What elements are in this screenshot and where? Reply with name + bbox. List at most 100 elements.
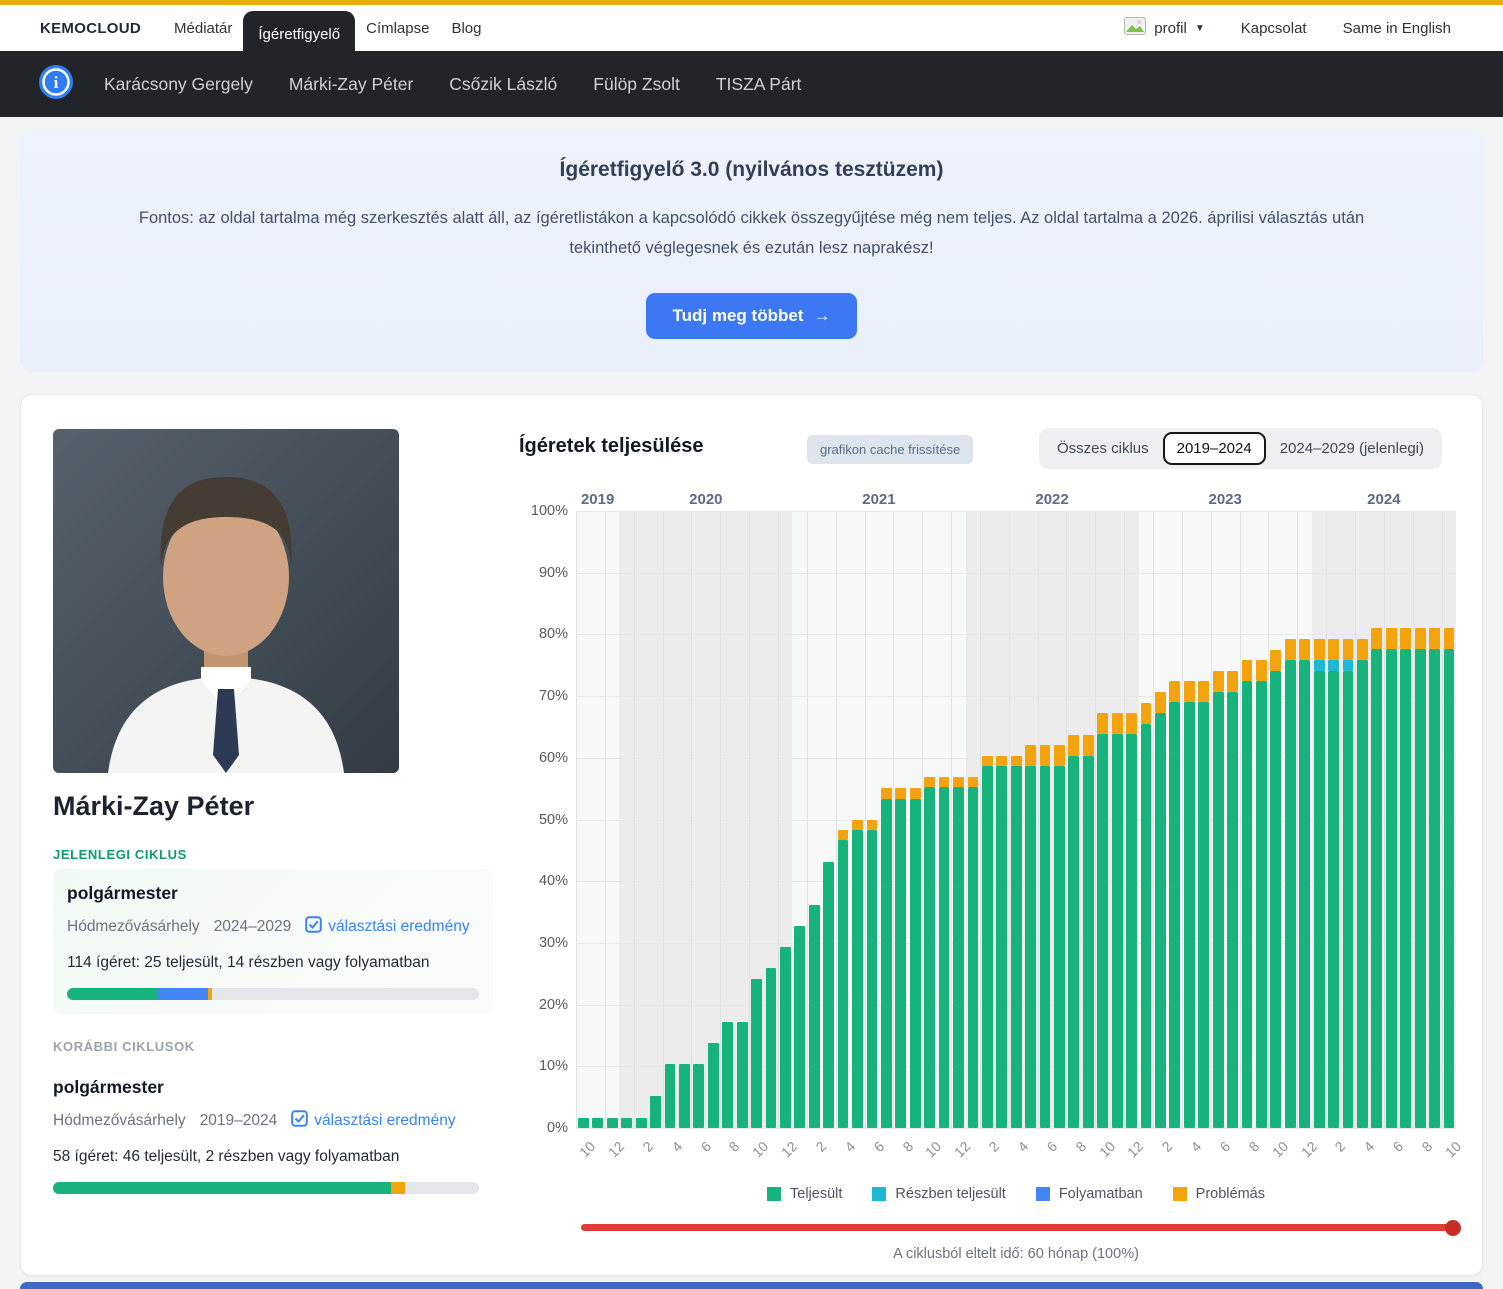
chart-bar-teljesult[interactable] bbox=[650, 1095, 661, 1128]
legend-item[interactable]: Problémás bbox=[1172, 1186, 1265, 1202]
chart-bar-problemas[interactable] bbox=[1010, 755, 1022, 767]
chart-bar-problemas[interactable] bbox=[1183, 681, 1195, 703]
chart-bar-teljesult[interactable] bbox=[1198, 702, 1210, 1128]
chart-bar-problemas[interactable] bbox=[1357, 638, 1368, 660]
chart-bar-teljesult[interactable] bbox=[1284, 659, 1296, 1128]
chart-bar-teljesult[interactable] bbox=[736, 1021, 748, 1128]
chart-bar-problemas[interactable] bbox=[1126, 713, 1137, 735]
chart-bar-problemas[interactable] bbox=[1313, 639, 1325, 661]
chart-bar-problemas[interactable] bbox=[1429, 628, 1440, 650]
topnav-item[interactable]: Ígéretfigyelő bbox=[243, 10, 356, 60]
chart-bar-teljesult[interactable] bbox=[1443, 649, 1455, 1128]
chart-bar-teljesult[interactable] bbox=[1328, 670, 1339, 1128]
chart-bar-problemas[interactable] bbox=[1299, 638, 1311, 660]
slider-handle[interactable] bbox=[1445, 1219, 1461, 1236]
legend-item[interactable]: Részben teljesült bbox=[872, 1186, 1006, 1202]
chart-bar-teljesult[interactable] bbox=[1256, 681, 1267, 1128]
chart-bar-problemas[interactable] bbox=[1241, 660, 1253, 682]
chart-bar-problemas[interactable] bbox=[924, 776, 936, 788]
chart-bar-teljesult[interactable] bbox=[996, 766, 1008, 1128]
chart-bar-teljesult[interactable] bbox=[779, 947, 791, 1128]
chart-bar-teljesult[interactable] bbox=[837, 840, 849, 1128]
chart-bar-teljesult[interactable] bbox=[1140, 723, 1152, 1128]
subnav-item[interactable]: Fülöp Zsolt bbox=[593, 73, 680, 94]
chart-bar-teljesult[interactable] bbox=[880, 798, 892, 1128]
chart-bar-teljesult[interactable] bbox=[1342, 670, 1354, 1128]
chart-bar-teljesult[interactable] bbox=[895, 798, 907, 1128]
chart-bar-problemas[interactable] bbox=[1400, 628, 1412, 650]
cycle-tab[interactable]: 2019–2024 bbox=[1162, 432, 1266, 465]
chart-bar-teljesult[interactable] bbox=[909, 798, 921, 1128]
chart-bar-teljesult[interactable] bbox=[1183, 702, 1195, 1128]
chart-bar-teljesult[interactable] bbox=[765, 968, 777, 1128]
chart-bar-problemas[interactable] bbox=[1284, 638, 1296, 660]
language-switch[interactable]: Same in English bbox=[1342, 19, 1451, 37]
refresh-cache-button[interactable]: grafikon cache frissítése bbox=[807, 435, 974, 464]
chart-bar-teljesult[interactable] bbox=[1400, 649, 1412, 1128]
chart-bar-problemas[interactable] bbox=[837, 829, 849, 841]
chart-bar-teljesult[interactable] bbox=[794, 925, 806, 1128]
chart-bar-teljesult[interactable] bbox=[953, 787, 964, 1128]
chart-bar-problemas[interactable] bbox=[996, 755, 1008, 767]
chart-bar-problemas[interactable] bbox=[1140, 702, 1152, 724]
chart-bar-reszben[interactable] bbox=[1313, 660, 1325, 671]
profile-menu[interactable]: profil ▼ bbox=[1124, 16, 1205, 40]
profile-menu-label[interactable]: profil bbox=[1154, 19, 1187, 37]
chart-bar-problemas[interactable] bbox=[895, 788, 907, 799]
election-result-link[interactable]: választási eredmény bbox=[305, 916, 470, 938]
chart-bar-problemas[interactable] bbox=[866, 819, 878, 830]
topnav-item[interactable]: Médiatár bbox=[174, 19, 233, 37]
chart-bar-problemas[interactable] bbox=[1025, 745, 1037, 767]
chart-bar-teljesult[interactable] bbox=[1039, 766, 1051, 1128]
current-cycle-card[interactable]: polgármester Hódmezővásárhely 2024–2029 … bbox=[53, 869, 493, 1014]
chart-bar-teljesult[interactable] bbox=[664, 1064, 676, 1128]
chart-bar-teljesult[interactable] bbox=[1241, 681, 1253, 1128]
chart-bar-problemas[interactable] bbox=[1039, 745, 1051, 767]
chart-bar-problemas[interactable] bbox=[967, 776, 979, 788]
chart-bar-teljesult[interactable] bbox=[678, 1064, 690, 1128]
chart-bar-teljesult[interactable] bbox=[1010, 766, 1022, 1128]
subnav-item[interactable]: Csőzik László bbox=[449, 73, 558, 94]
chart-bar-teljesult[interactable] bbox=[1227, 691, 1238, 1128]
chart-bar-problemas[interactable] bbox=[1212, 670, 1224, 692]
chart-bar-problemas[interactable] bbox=[852, 819, 863, 830]
chart-bar-problemas[interactable] bbox=[938, 776, 950, 788]
chart-bar-teljesult[interactable] bbox=[693, 1064, 705, 1128]
brand-logo[interactable]: KEMOCLOUD bbox=[40, 19, 142, 37]
chart-bar-teljesult[interactable] bbox=[1212, 691, 1224, 1128]
topnav-item[interactable]: Címlapse bbox=[366, 19, 430, 37]
chart-bar-teljesult[interactable] bbox=[1025, 766, 1037, 1128]
chart-bar-problemas[interactable] bbox=[1227, 670, 1238, 692]
chart-bar-teljesult[interactable] bbox=[1429, 649, 1440, 1128]
chart-bar-problemas[interactable] bbox=[1371, 628, 1383, 650]
chart-bar-problemas[interactable] bbox=[909, 788, 921, 799]
chart-bar-teljesult[interactable] bbox=[1126, 734, 1137, 1128]
learn-more-button[interactable]: Tudj meg többet → bbox=[645, 293, 858, 340]
chart-bar-teljesult[interactable] bbox=[606, 1117, 618, 1128]
chart-bar-teljesult[interactable] bbox=[1054, 766, 1065, 1128]
chart-bar-teljesult[interactable] bbox=[1371, 649, 1383, 1128]
chart-bar-teljesult[interactable] bbox=[1385, 649, 1397, 1128]
chart-bar-problemas[interactable] bbox=[1270, 649, 1282, 671]
chart-bar-problemas[interactable] bbox=[1068, 734, 1080, 756]
chart-bar-problemas[interactable] bbox=[1155, 692, 1166, 714]
chart-bar-problemas[interactable] bbox=[1328, 639, 1339, 661]
chart-bar-problemas[interactable] bbox=[1385, 628, 1397, 650]
chart-bar-problemas[interactable] bbox=[981, 755, 993, 767]
chart-bar-teljesult[interactable] bbox=[924, 787, 936, 1128]
chart-bar-teljesult[interactable] bbox=[967, 787, 979, 1128]
chart-bar-teljesult[interactable] bbox=[808, 904, 820, 1128]
topnav-item[interactable]: Blog bbox=[451, 19, 482, 37]
chart-bar-teljesult[interactable] bbox=[635, 1117, 647, 1128]
chart-bar-teljesult[interactable] bbox=[1414, 649, 1426, 1128]
topnav-item-kapcsolat[interactable]: Kapcsolat bbox=[1240, 19, 1307, 37]
chart-bar-problemas[interactable] bbox=[1097, 713, 1109, 735]
subnav-item[interactable]: Karácsony Gergely bbox=[104, 73, 253, 94]
chart-bar-teljesult[interactable] bbox=[1299, 659, 1311, 1128]
chart-bar-teljesult[interactable] bbox=[592, 1117, 604, 1128]
chart-bar-teljesult[interactable] bbox=[578, 1117, 589, 1128]
chart-bar-teljesult[interactable] bbox=[751, 979, 762, 1128]
cycle-tab[interactable]: 2024–2029 (jelenlegi) bbox=[1279, 440, 1424, 457]
elapsed-time-slider[interactable] bbox=[581, 1224, 1456, 1231]
chart-bar-teljesult[interactable] bbox=[823, 862, 835, 1128]
